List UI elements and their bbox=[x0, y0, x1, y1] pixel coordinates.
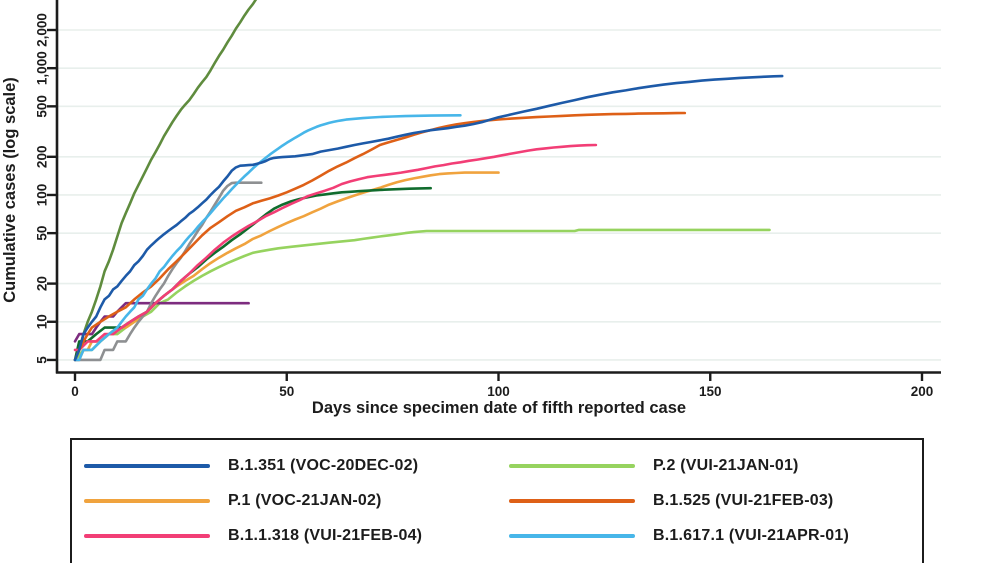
legend-label: B.1.1.318 (VUI-21FEB-04) bbox=[228, 526, 423, 544]
series-unlabeled-gray bbox=[73, 181, 263, 362]
series-B.1.525 bbox=[73, 111, 687, 362]
y-tick-label: 1,000 bbox=[35, 51, 50, 85]
y-tick-label: 5 bbox=[35, 356, 50, 364]
legend-swatch bbox=[84, 533, 210, 538]
y-tick-label: 500 bbox=[35, 95, 50, 118]
legend-label: P.1 (VOC-21JAN-02) bbox=[228, 491, 382, 509]
legend-grid: B.1.351 (VOC-20DEC-02) P.2 (VUI-21JAN-01)… bbox=[72, 448, 922, 553]
legend-swatch bbox=[509, 533, 635, 538]
legend-label: B.1.617.1 (VUI-21APR-01) bbox=[653, 526, 849, 544]
x-tick-label: 0 bbox=[71, 384, 79, 399]
legend-swatch bbox=[509, 498, 635, 503]
x-tick-label: 50 bbox=[279, 384, 294, 399]
axes-group bbox=[47, 0, 941, 381]
x-axis-title: Days since specimen date of fifth report… bbox=[312, 399, 686, 417]
y-tick-label: 100 bbox=[35, 184, 50, 207]
y-tick-label: 50 bbox=[35, 226, 50, 241]
series-P.1 bbox=[73, 171, 500, 362]
legend-item: B.1.351 (VOC-20DEC-02) bbox=[72, 448, 497, 483]
series-B.1.1.318 bbox=[73, 143, 598, 352]
y-tick-label: 20 bbox=[35, 276, 50, 291]
legend-label: B.1.351 (VOC-20DEC-02) bbox=[228, 456, 419, 474]
series-unlabeled-olive-green bbox=[73, 0, 258, 362]
y-tick-label: 200 bbox=[35, 146, 50, 169]
legend: B.1.351 (VOC-20DEC-02) P.2 (VUI-21JAN-01)… bbox=[70, 438, 924, 563]
legend-item: P.2 (VUI-21JAN-01) bbox=[497, 448, 922, 483]
y-tick-label: 10 bbox=[35, 314, 50, 329]
y-axis-title: Cumulative cases (log scale) bbox=[1, 77, 19, 303]
legend-item: B.1.525 (VUI-21FEB-03) bbox=[497, 483, 922, 518]
series-B.1.617.1 bbox=[73, 114, 462, 362]
legend-item: P.1 (VOC-21JAN-02) bbox=[72, 483, 497, 518]
series-B.1.351 bbox=[73, 74, 784, 362]
legend-label: P.2 (VUI-21JAN-01) bbox=[653, 456, 799, 474]
legend-item: B.1.1.318 (VUI-21FEB-04) bbox=[72, 518, 497, 553]
series-group bbox=[73, 0, 784, 362]
y-tick-label: 2,000 bbox=[35, 13, 50, 47]
legend-item: B.1.617.1 (VUI-21APR-01) bbox=[497, 518, 922, 553]
x-tick-label: 100 bbox=[487, 384, 510, 399]
legend-swatch bbox=[84, 498, 210, 503]
legend-swatch bbox=[84, 463, 210, 468]
legend-label: B.1.525 (VUI-21FEB-03) bbox=[653, 491, 834, 509]
x-tick-label: 200 bbox=[911, 384, 934, 399]
legend-swatch bbox=[509, 463, 635, 468]
x-tick-label: 150 bbox=[699, 384, 722, 399]
gridlines-group bbox=[57, 29, 941, 361]
